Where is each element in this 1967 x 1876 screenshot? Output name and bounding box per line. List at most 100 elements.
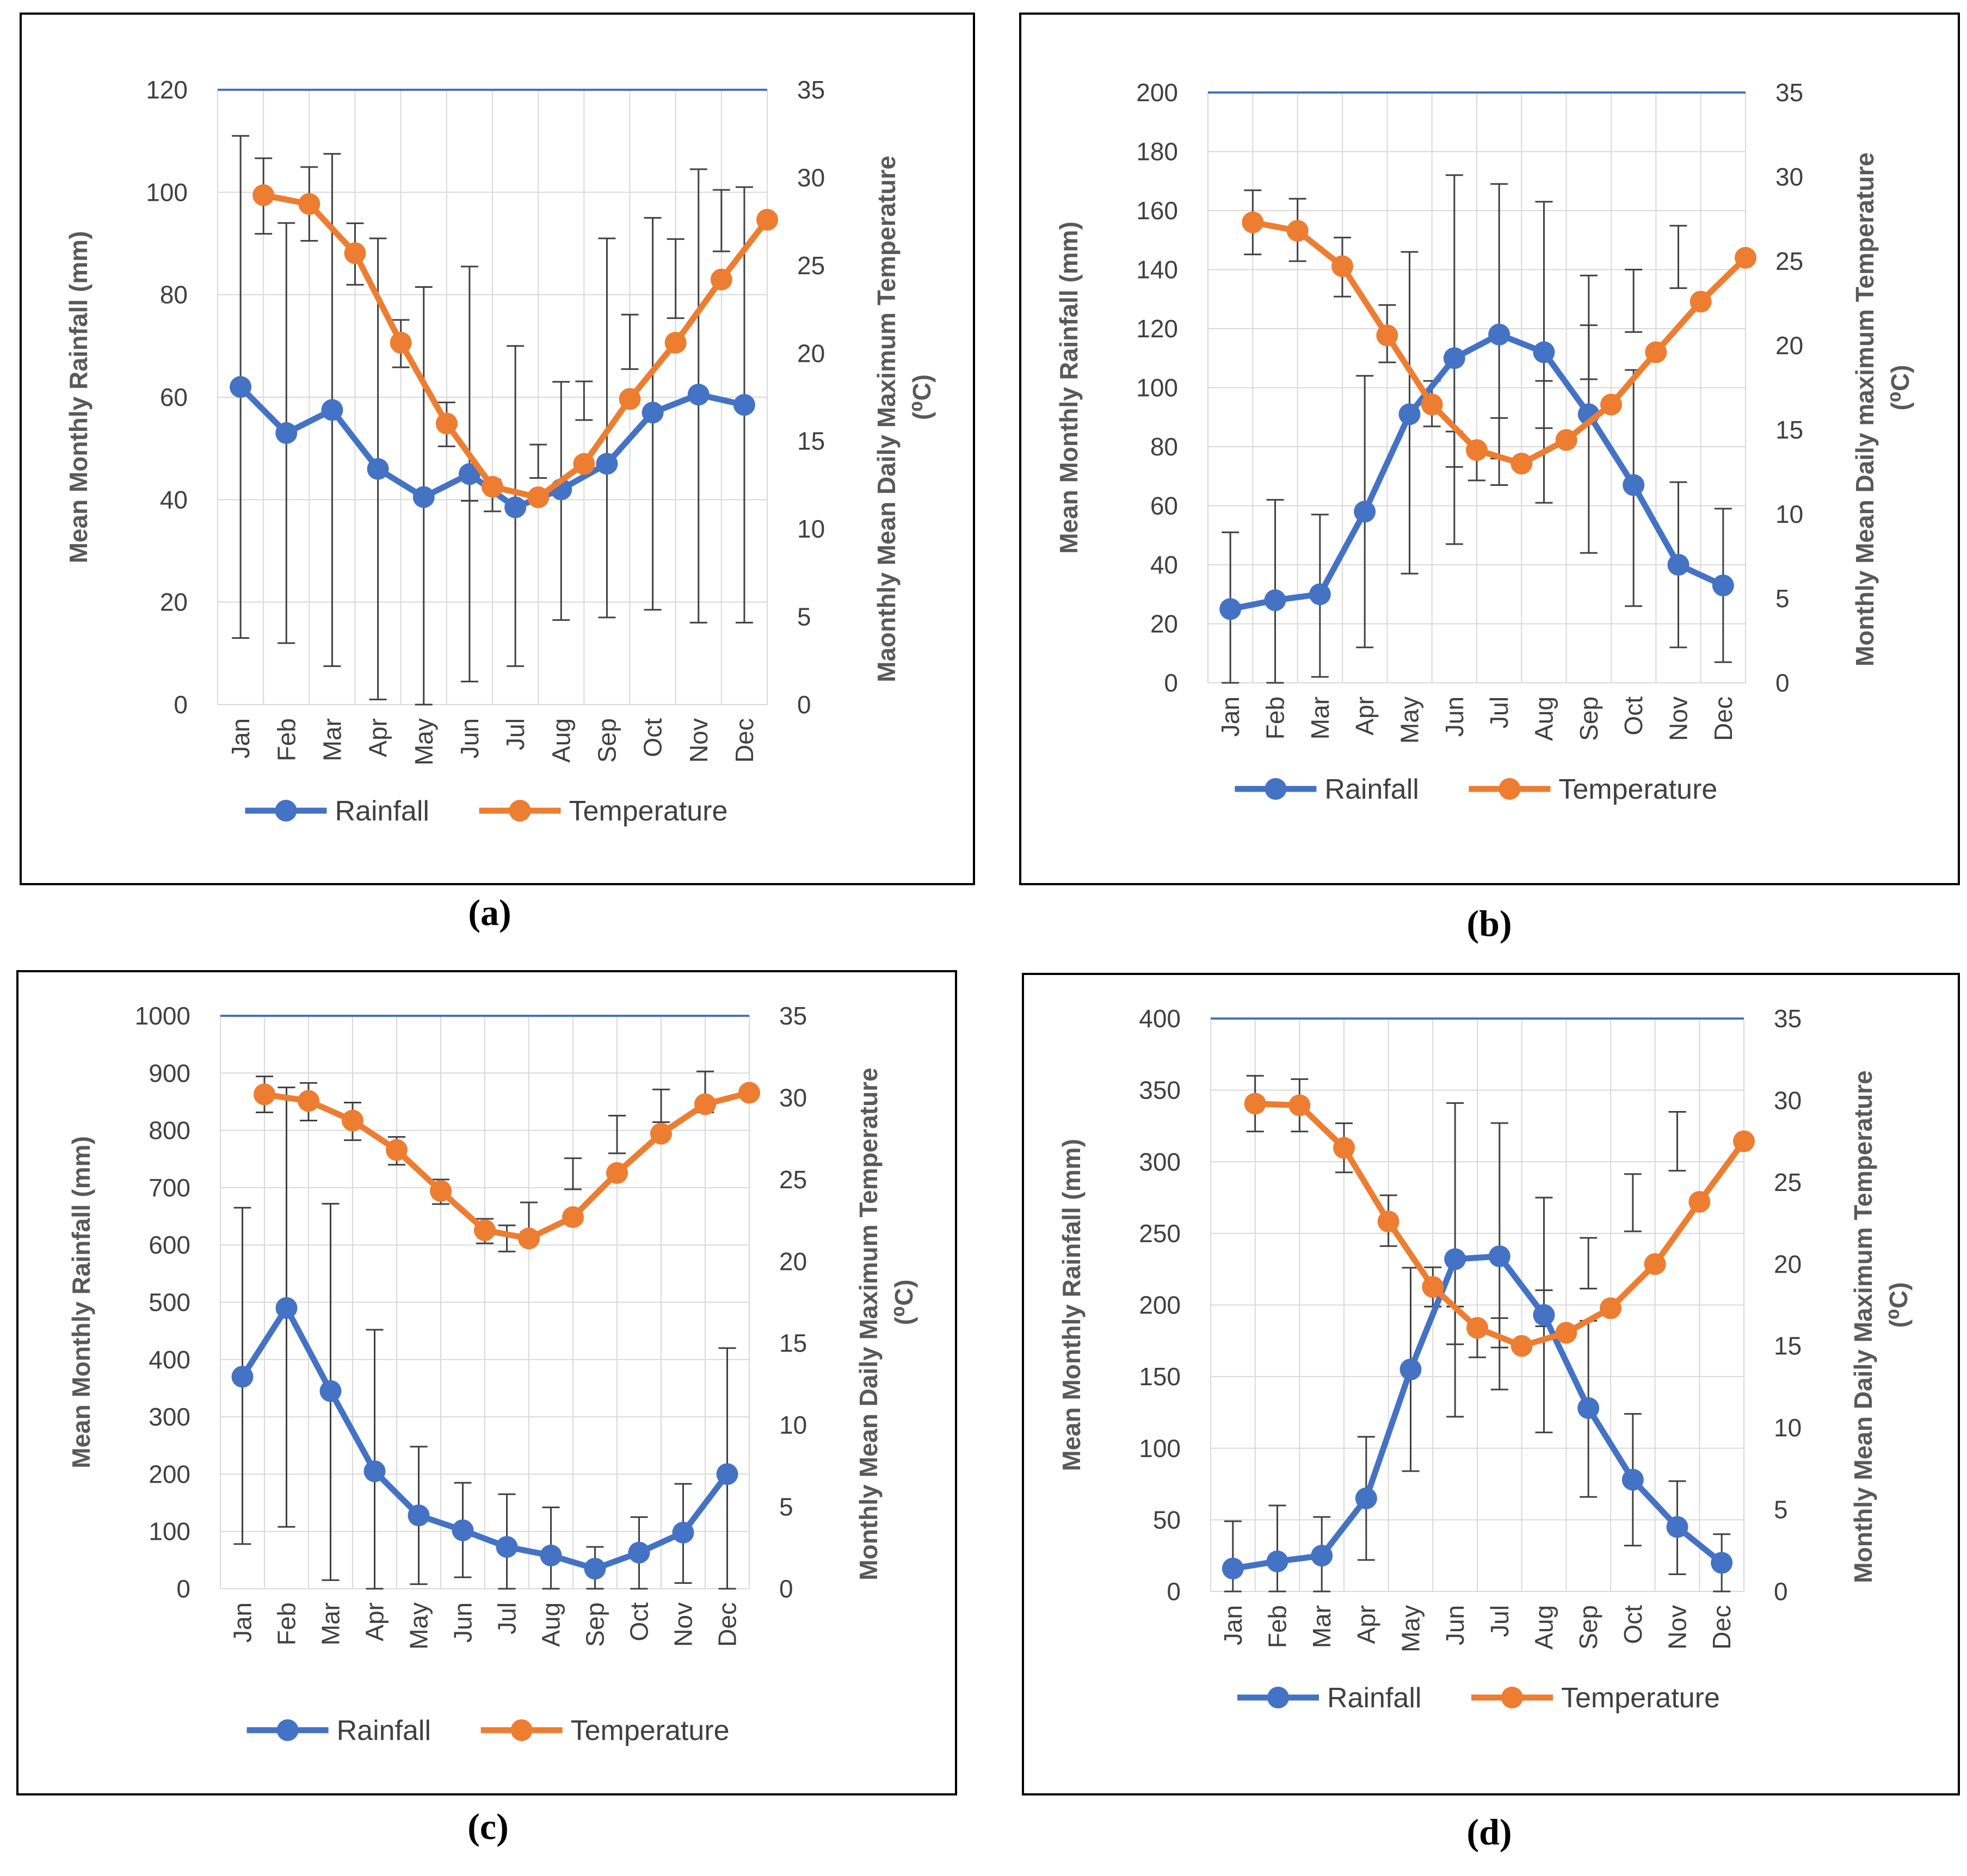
legend-swatch-marker — [276, 1719, 299, 1741]
x-tick-label: Nov — [1663, 1605, 1692, 1650]
y2-tick-label: 35 — [779, 1002, 807, 1030]
y-tick-label: 350 — [1139, 1076, 1181, 1104]
y-tick-label: 300 — [149, 1403, 190, 1431]
x-tick-label: Dec — [730, 718, 759, 763]
temperature-line — [260, 192, 770, 501]
temperature-point — [1422, 1276, 1444, 1298]
rainfall-point — [672, 1521, 694, 1544]
x-tick-label: Aug — [547, 718, 575, 763]
y-tick-label: 200 — [1136, 78, 1178, 107]
y-tick-label: 120 — [1136, 314, 1178, 343]
x-tick-label: Jan — [1219, 1605, 1247, 1645]
y-tick-label: 120 — [146, 76, 188, 104]
rainfall-point — [1355, 1487, 1377, 1509]
rainfall-point — [1266, 1550, 1288, 1572]
temperature-point — [254, 1083, 275, 1106]
y-tick-label: 20 — [160, 588, 188, 616]
y-tick-label: 700 — [149, 1174, 190, 1202]
x-tick-label: Jan — [229, 1602, 257, 1643]
legend-swatch-marker — [509, 800, 531, 822]
x-tick-label: Feb — [272, 718, 300, 761]
legend-swatch-marker — [510, 1719, 533, 1741]
y2-tick-label: 10 — [1775, 500, 1803, 528]
x-tick-label: Jan — [1216, 696, 1244, 737]
temperature-point — [1555, 1322, 1577, 1344]
x-tick-label: Nov — [669, 1602, 698, 1647]
rainfall-point — [319, 1380, 342, 1402]
y2-tick-label: 30 — [797, 163, 825, 192]
temperature-point — [1333, 1137, 1355, 1159]
legend-swatch-marker — [1499, 778, 1521, 800]
y2-tick-label: 35 — [797, 76, 825, 104]
y2-tick-label: 25 — [779, 1165, 807, 1194]
y2-axis-title: Monthly Mean Daily Maximum Temperature — [1849, 1070, 1877, 1583]
rainfall-point — [716, 1463, 738, 1485]
y-tick-label: 0 — [1164, 669, 1178, 697]
rainfall-point — [321, 399, 343, 421]
y-tick-label: 400 — [149, 1346, 190, 1374]
chart-panel-c: 0 100 200 300 400 500 600 700 800 900 1000 0 5 10 15 20… — [16, 970, 957, 1847]
x-tick-label: Mar — [318, 718, 346, 761]
rainfall-point — [230, 376, 252, 398]
x-tick-label: Dec — [1709, 696, 1737, 741]
rainfall-point — [1219, 598, 1242, 620]
panel-frame — [1022, 973, 1960, 1795]
legend-swatch-marker — [1501, 1687, 1523, 1708]
temperature-point — [344, 242, 366, 264]
y2-tick-label: 5 — [1775, 584, 1790, 613]
y-tick-label: 100 — [1136, 374, 1178, 402]
temperature-point — [694, 1093, 716, 1115]
y2-tick-label: 35 — [1774, 1004, 1802, 1033]
x-tick-label: Jun — [1441, 1605, 1469, 1645]
temperature-point — [252, 184, 275, 206]
y-tick-label: 50 — [1153, 1505, 1181, 1534]
y-tick-label: 100 — [1139, 1434, 1181, 1462]
temperature-point — [1244, 1093, 1266, 1115]
y2-tick-label: 0 — [1774, 1577, 1788, 1606]
y-tick-label: 80 — [160, 281, 188, 309]
y-axis-title: Mean Monthly Rainfall (mm) — [64, 231, 93, 564]
y2-axis-title: Maonthly Mean Daily Maximum Temperature — [872, 156, 901, 682]
legend-label: Rainfall — [335, 795, 429, 827]
chart-panel-a: 0 20 40 60 80 100 120 0 5 10 15 20 25 30 35 Jan Feb Mar Ap… — [20, 13, 975, 933]
temperature-point — [518, 1227, 540, 1250]
x-tick-label: May — [1396, 696, 1424, 744]
y2-tick-label: 25 — [1775, 247, 1803, 275]
x-tick-label: Jul — [1485, 696, 1513, 729]
rainfall-point — [412, 486, 435, 508]
y2-axis-title: Monthly Mean Daily Maximum Temperature — [854, 1067, 883, 1580]
rainfall-point — [1222, 1557, 1244, 1579]
temperature-point — [1645, 341, 1667, 363]
rainfall-point — [367, 458, 389, 480]
x-tick-label: Jun — [455, 718, 484, 758]
temperature-point — [430, 1180, 452, 1202]
rainfall-point — [1398, 403, 1421, 425]
temperature-point — [1688, 1190, 1711, 1213]
rainfall-point — [504, 496, 527, 519]
panel-label: (a) — [468, 892, 511, 933]
legend-label: Temperature — [1558, 774, 1717, 805]
panel-label: (d) — [1466, 1811, 1512, 1853]
y-tick-label: 0 — [176, 1575, 190, 1603]
y2-tick-label: 35 — [1775, 78, 1803, 107]
legend-swatch-marker — [1267, 1687, 1289, 1708]
temperature-point — [1466, 1317, 1488, 1339]
y-tick-label: 1000 — [135, 1002, 190, 1030]
rainfall-point — [1444, 1248, 1466, 1270]
temperature-point — [298, 1090, 319, 1112]
y-tick-label: 20 — [1150, 610, 1178, 638]
rainfall-point — [1533, 1304, 1555, 1326]
temperature-point — [298, 193, 320, 215]
y-tick-label: 160 — [1136, 196, 1178, 225]
y2-tick-label: 20 — [779, 1247, 807, 1275]
x-tick-label: Apr — [1352, 1605, 1380, 1644]
rainfall-point — [733, 394, 755, 416]
legend-label: Rainfall — [337, 1715, 431, 1747]
y-tick-label: 200 — [149, 1460, 190, 1488]
temperature-point — [1286, 220, 1309, 242]
rainfall-point — [1488, 1245, 1510, 1267]
y2-tick-label: 20 — [797, 339, 825, 367]
chart-panel-d: 0 50 100 150 200 250 300 350 400 0 5 10 15 20 25 30 35 Ja… — [1022, 973, 1960, 1853]
y2-tick-label: 30 — [1774, 1086, 1802, 1114]
